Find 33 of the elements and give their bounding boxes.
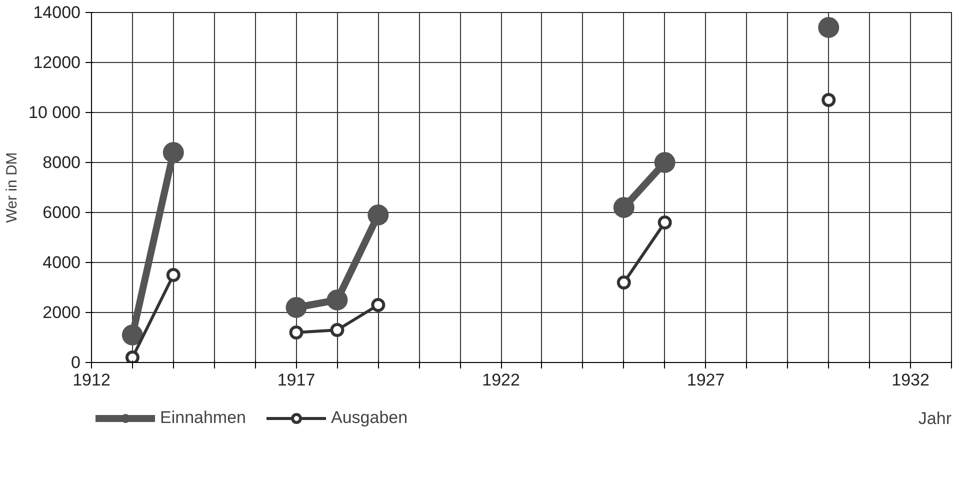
y-tick-label: 10 000 — [28, 103, 81, 122]
y-tick-label: 4000 — [42, 253, 81, 272]
point — [818, 17, 840, 38]
point — [654, 152, 676, 173]
point — [166, 268, 180, 282]
x-axis-title: Jahr — [918, 409, 952, 428]
point — [162, 142, 184, 163]
y-tick-label: 12000 — [33, 53, 81, 72]
point — [616, 276, 631, 290]
point — [368, 204, 389, 226]
y-tick-label: 0 — [71, 353, 81, 372]
x-tick-label: 1912 — [72, 370, 110, 390]
legend-label: Einnahmen — [160, 408, 246, 428]
y-tick-label: 8000 — [42, 153, 81, 172]
point — [658, 216, 672, 230]
point — [286, 297, 307, 318]
y-tick-label: 6000 — [42, 203, 81, 222]
x-tick-label: 1932 — [892, 370, 930, 390]
point — [122, 324, 143, 346]
legend-label: Ausgaben — [331, 408, 408, 428]
y-axis-title: Wer in DM — [4, 152, 21, 223]
point — [371, 298, 386, 312]
x-tick-label: 1917 — [277, 370, 316, 390]
point — [326, 290, 348, 310]
x-tick-label: 1927 — [686, 370, 725, 390]
y-tick-label: 2000 — [42, 303, 81, 322]
y-tick-label: 14000 — [33, 3, 81, 22]
point — [330, 323, 344, 337]
point — [289, 326, 304, 340]
x-tick-label: 1922 — [482, 370, 520, 390]
point — [613, 197, 634, 218]
point — [822, 93, 836, 107]
point — [125, 350, 140, 362]
